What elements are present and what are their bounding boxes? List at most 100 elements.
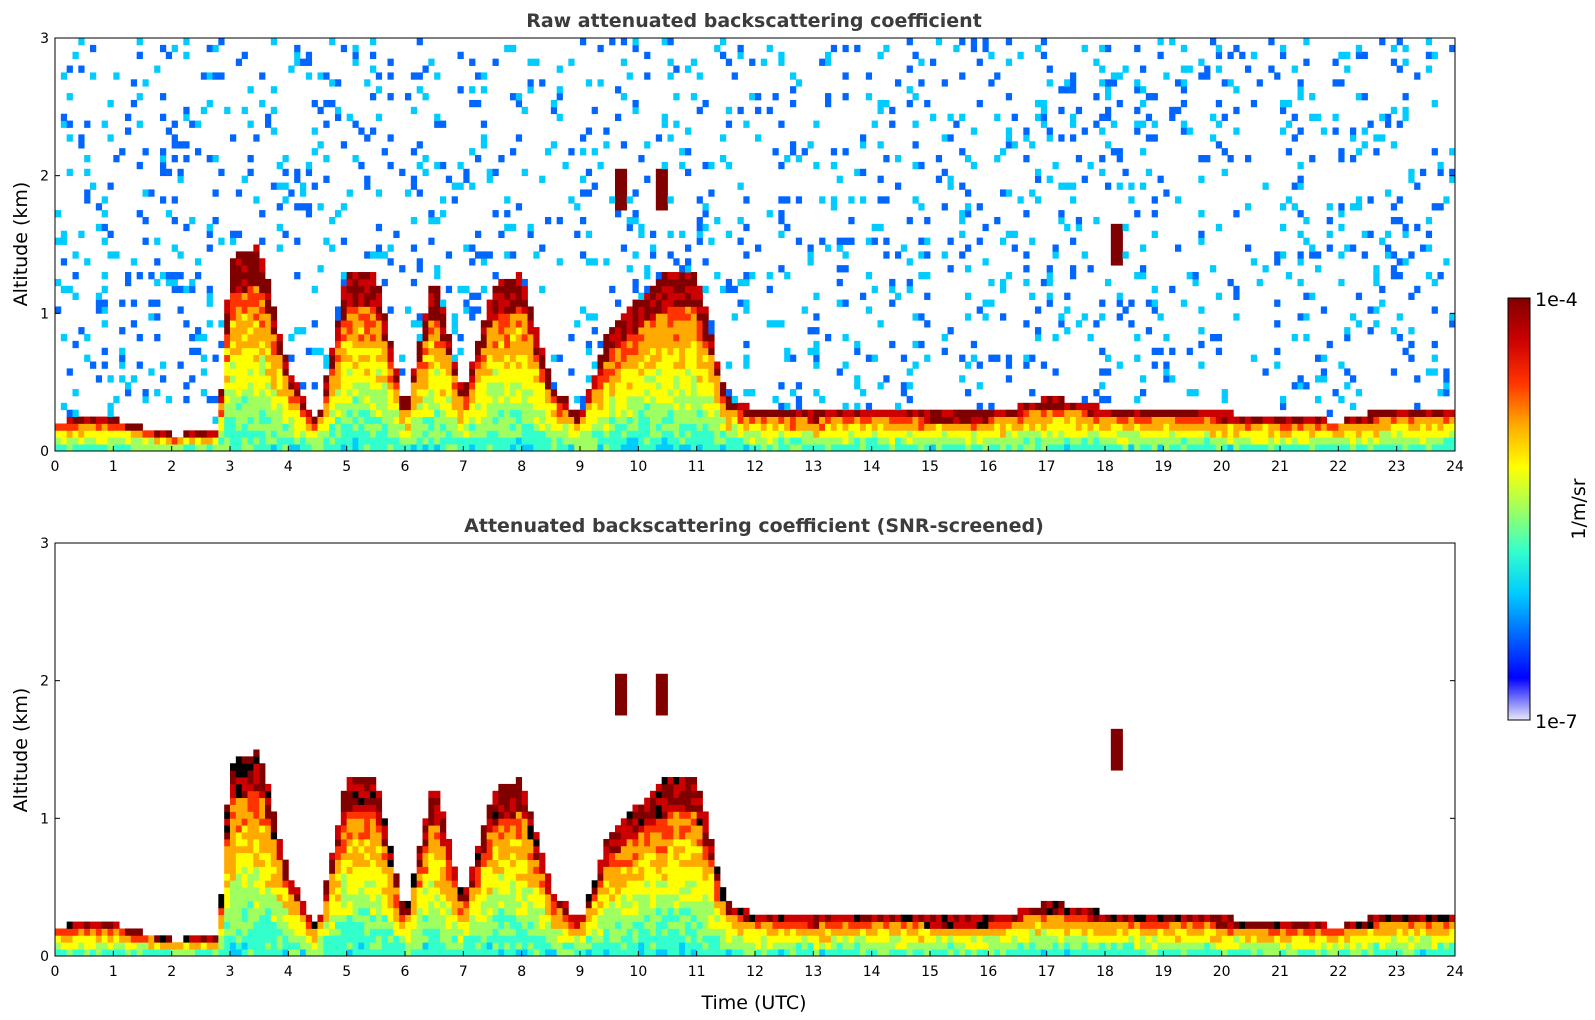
heatmap-cell (259, 278, 266, 287)
heatmap-cell (463, 437, 470, 445)
heatmap-cell (1280, 402, 1287, 411)
heatmap-cell (224, 949, 231, 957)
heatmap-cell (1116, 244, 1123, 252)
heatmap-cell (387, 244, 394, 252)
heatmap-cell (655, 203, 663, 211)
heatmap-cell (84, 423, 91, 431)
heatmap-cell (673, 444, 680, 452)
heatmap-cell (1303, 292, 1310, 300)
x-tick-label: 24 (1446, 459, 1464, 475)
heatmap-cell (276, 395, 283, 404)
heatmap-cell (1262, 182, 1269, 190)
heatmap-cell (1105, 354, 1112, 362)
heatmap-cell (1169, 416, 1176, 424)
heatmap-cell (1291, 65, 1298, 73)
heatmap-cell (982, 223, 989, 232)
heatmap-cell (515, 354, 523, 362)
heatmap-cell (480, 866, 488, 874)
heatmap-cell (440, 949, 447, 957)
heatmap-cell (475, 430, 482, 438)
heatmap-cell (1344, 437, 1351, 445)
heatmap-cell (265, 887, 272, 895)
heatmap-cell (842, 333, 849, 342)
heatmap-cell (358, 818, 365, 826)
heatmap-cell (889, 430, 896, 438)
heatmap-cell (375, 340, 383, 349)
heatmap-cell (883, 44, 890, 53)
heatmap-cell (889, 299, 896, 307)
heatmap-cell (282, 437, 289, 445)
heatmap-cell (515, 285, 523, 294)
heatmap-cell (539, 368, 546, 376)
heatmap-cell (1116, 416, 1123, 424)
heatmap-cell (941, 134, 948, 142)
heatmap-cell (282, 395, 289, 404)
heatmap-cell (235, 804, 243, 812)
heatmap-cell (416, 416, 423, 424)
heatmap-cell (311, 99, 318, 108)
heatmap-cell (959, 375, 966, 383)
heatmap-cell (358, 430, 365, 438)
heatmap-cell (440, 921, 447, 929)
heatmap-cell (603, 361, 610, 369)
heatmap-cell (195, 347, 202, 356)
heatmap-cell (480, 880, 488, 888)
heatmap-cell (346, 811, 353, 819)
heatmap-cell (358, 361, 365, 369)
heatmap-cell (247, 389, 254, 397)
heatmap-cell (276, 845, 283, 854)
heatmap-cell (148, 368, 155, 376)
heatmap-cell (422, 347, 429, 356)
heatmap-cell (1233, 430, 1240, 438)
heatmap-cell (399, 914, 406, 922)
heatmap-cell (620, 361, 628, 369)
heatmap-cell (504, 299, 511, 307)
heatmap-cell (1134, 395, 1141, 404)
heatmap-cell (451, 900, 458, 909)
heatmap-cell (644, 72, 651, 80)
heatmap-cell (679, 416, 686, 424)
heatmap-cell (632, 389, 639, 397)
heatmap-cell (527, 423, 534, 431)
heatmap-cell (480, 120, 488, 128)
heatmap-cell (1280, 395, 1287, 404)
heatmap-cell (486, 327, 493, 335)
heatmap-cell (387, 375, 394, 383)
heatmap-cell (1396, 430, 1403, 438)
heatmap-cell (148, 272, 155, 280)
heatmap-cell (101, 423, 108, 431)
heatmap-cell (1268, 430, 1275, 438)
heatmap-cell (842, 416, 849, 424)
heatmap-cell (340, 416, 348, 424)
heatmap-cell (755, 437, 762, 445)
heatmap-cell (1320, 423, 1328, 431)
heatmap-cell (883, 423, 890, 431)
heatmap-cell (568, 430, 575, 438)
heatmap-cell (708, 416, 715, 424)
heatmap-cell (241, 818, 248, 826)
heatmap-cell (218, 437, 225, 445)
heatmap-cell (720, 416, 727, 424)
heatmap-cell (1035, 402, 1042, 411)
heatmap-cell (270, 361, 278, 369)
heatmap-cell (358, 402, 365, 411)
heatmap-cell (1344, 382, 1351, 390)
heatmap-cell (1443, 382, 1450, 390)
heatmap-cell (230, 368, 237, 376)
heatmap-cell (270, 375, 278, 383)
heatmap-cell (364, 327, 371, 335)
heatmap-cell (445, 395, 453, 404)
heatmap-cell (1058, 106, 1065, 115)
heatmap-cell (1087, 333, 1094, 342)
heatmap-cell (825, 409, 832, 417)
heatmap-cell (241, 444, 248, 452)
heatmap-cell (288, 894, 295, 902)
heatmap-cell (329, 244, 336, 252)
heatmap-cell (183, 285, 190, 294)
heatmap-cell (416, 389, 423, 397)
heatmap-cell (294, 402, 301, 411)
heatmap-cell (626, 423, 633, 431)
heatmap-cell (1169, 38, 1176, 46)
heatmap-cell (428, 900, 435, 909)
heatmap-cell (965, 203, 972, 211)
